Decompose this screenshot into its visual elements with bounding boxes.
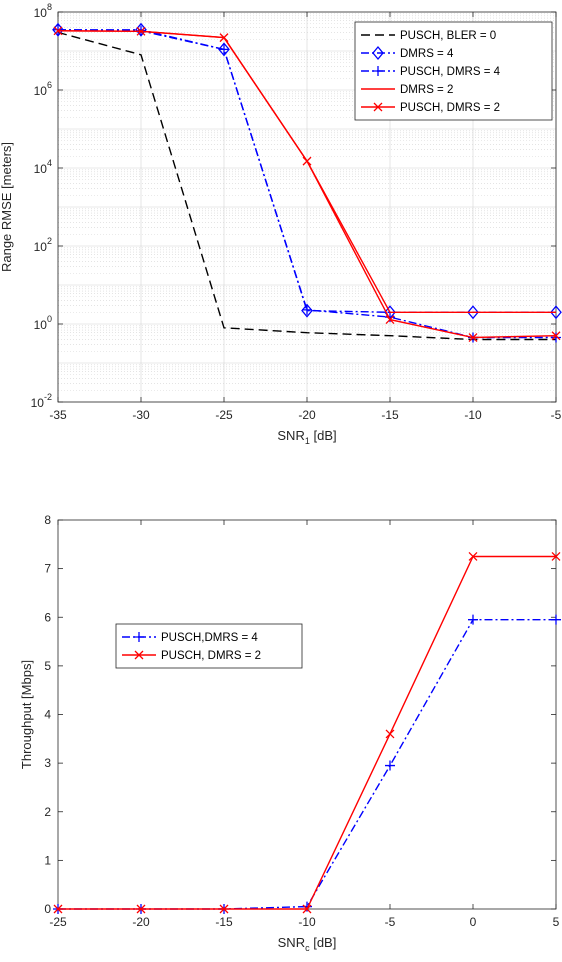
legend-label: PUSCH, DMRS = 2 — [400, 102, 500, 114]
y-tick-base: 10 — [34, 84, 48, 98]
y-tick-label: 5 — [44, 659, 51, 673]
y-tick-base: 10 — [34, 6, 48, 20]
x-tick-label: -25 — [49, 915, 67, 929]
x-axis-label-main: SNR — [277, 428, 304, 443]
legend-box — [115, 623, 303, 669]
y-tick-exp: 4 — [47, 158, 52, 168]
data-point — [385, 760, 395, 771]
y-tick-label: 4 — [44, 708, 51, 722]
data-point — [468, 552, 478, 561]
x-tick-label: -30 — [132, 408, 150, 422]
y-tick-label: 102 — [34, 236, 52, 254]
legend: PUSCH,DMRS = 4 PUSCH, DMRS = 2 — [115, 623, 303, 669]
x-tick-label: -5 — [385, 915, 396, 929]
x-axis-label: SNR1 [dB] — [277, 428, 336, 446]
y-tick-label: 10-2 — [31, 392, 52, 410]
data-point — [468, 614, 478, 625]
legend-label: PUSCH, BLER = 0 — [400, 30, 496, 42]
data-point — [467, 305, 479, 320]
data-point — [136, 26, 146, 36]
x-tick-label: -10 — [298, 915, 316, 929]
x-axis-label-unit: [dB] — [310, 428, 337, 443]
x-axis-label-unit: [dB] — [310, 935, 337, 950]
data-point — [302, 904, 312, 914]
data-point — [302, 156, 312, 166]
y-tick-exp: 8 — [47, 2, 52, 12]
data-point — [385, 729, 395, 739]
legend-label: DMRS = 2 — [400, 84, 453, 96]
legend: PUSCH, BLER = 0 DMRS = 4 PUSCH, DMRS = 4 DM… — [354, 21, 553, 121]
data-point — [551, 331, 561, 341]
data-point — [53, 904, 63, 914]
y-tick-exp: 0 — [47, 314, 52, 324]
y-tick-exp: 6 — [47, 80, 52, 90]
data-point — [551, 332, 561, 343]
y-tick-exp: 2 — [47, 236, 52, 246]
y-tick-base: 10 — [34, 162, 48, 176]
x-tick-label: -15 — [381, 408, 399, 422]
y-axis-label: Range RMSE [meters] — [0, 142, 14, 272]
range-rmse-chart: -35 -30 -25 -20 -15 -10 -510-2100102104106108S… — [0, 2, 562, 446]
data-point — [219, 33, 229, 43]
plot-area — [58, 520, 556, 909]
legend-marker — [373, 102, 383, 112]
y-tick-label: 106 — [34, 80, 52, 98]
x-tick-label: -25 — [215, 408, 233, 422]
data-point — [550, 305, 562, 320]
y-tick-exp: -2 — [44, 392, 52, 402]
legend-marker — [373, 66, 383, 76]
legend-label: PUSCH, DMRS = 4 — [400, 66, 501, 78]
throughput-chart: -25 -20 -15 -10 -5 0 5 0 1 2 3 4 5 6 7 8 SNRc [dB] Throug… — [19, 513, 561, 953]
y-tick-base: 10 — [34, 318, 48, 332]
x-tick-label: -35 — [49, 408, 67, 422]
x-tick-label: 0 — [470, 915, 477, 929]
series-4 — [53, 26, 561, 342]
y-tick-label: 108 — [34, 2, 52, 20]
y-tick-label: 2 — [44, 805, 51, 819]
data-point — [468, 333, 478, 342]
legend-label: DMRS = 4 — [400, 48, 454, 60]
data-point — [136, 904, 146, 914]
legend-box — [354, 21, 553, 121]
data-point — [219, 904, 229, 914]
data-point — [551, 614, 561, 625]
data-point — [53, 26, 63, 36]
legend-marker — [372, 45, 384, 61]
y-tick-label: 3 — [44, 756, 51, 770]
x-axis-label-main: SNR — [278, 935, 305, 950]
y-tick-label: 8 — [44, 513, 51, 527]
y-tick-label: 100 — [34, 314, 52, 332]
legend-marker — [134, 650, 144, 660]
x-axis-label: SNRc [dB] — [278, 935, 337, 953]
data-point — [53, 24, 63, 35]
data-point — [219, 44, 229, 55]
y-tick-base: 10 — [34, 240, 48, 254]
data-point — [301, 303, 313, 318]
y-tick-base: 10 — [31, 396, 45, 410]
data-point — [218, 42, 230, 57]
x-tick-label: 5 — [553, 915, 560, 929]
x-axis-label-sub: c — [305, 943, 310, 953]
y-tick-label: 7 — [44, 562, 51, 576]
legend-label: PUSCH,DMRS = 4 — [161, 632, 258, 644]
series-1 — [53, 552, 561, 914]
grid — [57, 12, 557, 403]
y-axis-label: Throughput [Mbps] — [19, 660, 34, 769]
legend-label: PUSCH, DMRS = 2 — [161, 650, 261, 662]
y-tick-label: 0 — [44, 902, 51, 916]
y-tick-label: 1 — [44, 853, 51, 867]
data-point — [385, 315, 395, 325]
legend-marker — [134, 632, 144, 642]
x-axis-label-sub: 1 — [305, 436, 310, 446]
y-tick-label: 6 — [44, 610, 51, 624]
x-tick-label: -15 — [215, 915, 233, 929]
data-point — [302, 304, 312, 315]
data-point — [551, 552, 561, 561]
x-tick-label: -20 — [132, 915, 150, 929]
y-tick-label: 104 — [34, 158, 52, 176]
x-tick-label: -5 — [551, 408, 562, 422]
x-tick-label: -20 — [298, 408, 316, 422]
x-tick-label: -10 — [464, 408, 482, 422]
